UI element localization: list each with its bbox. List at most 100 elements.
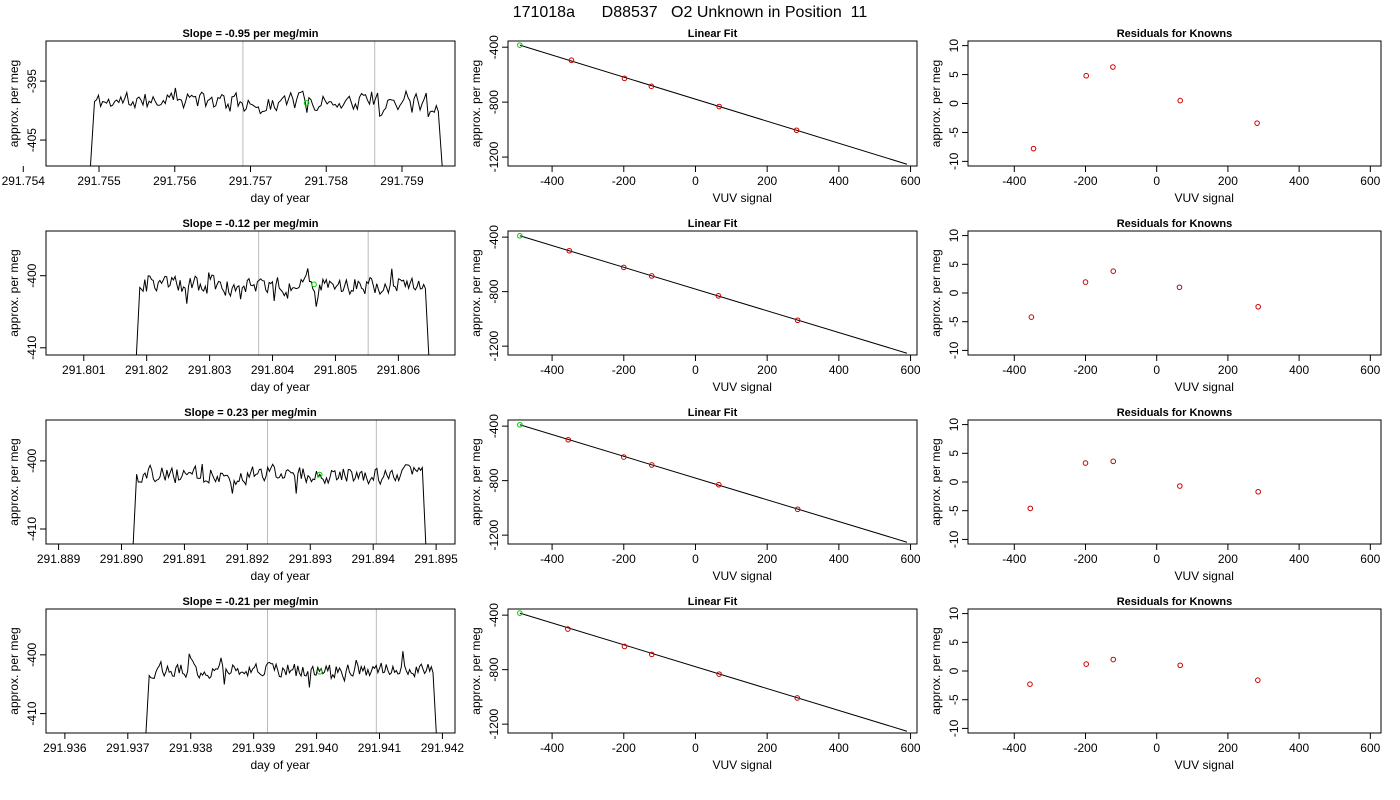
- panel-2-3: Residuals for Knowns VUV signal approx. pe…: [929, 596, 1382, 772]
- title-title-prefix: Slope =: [184, 407, 227, 419]
- y-tick-label: 0: [947, 478, 961, 485]
- x-tick-label: -400: [1002, 363, 1026, 377]
- y-tick-label: -405: [25, 128, 39, 152]
- known-point: [621, 643, 628, 650]
- title-title-suffix: per meg/min: [250, 596, 319, 608]
- x-tick-label: -200: [612, 741, 636, 755]
- x-tick-label: 200: [1218, 552, 1238, 566]
- y-axis-label: approx. per meg: [7, 438, 21, 525]
- x-tick-label: 291.806: [377, 363, 421, 377]
- y-tick-label: -5: [947, 505, 961, 516]
- y-tick-label: 0: [947, 667, 961, 674]
- known-point: [1082, 279, 1089, 285]
- known-point: [566, 247, 573, 254]
- fit-line: [519, 424, 908, 543]
- x-tick-label: 291.889: [37, 552, 81, 566]
- known-point: [1177, 97, 1183, 104]
- x-tick-label: 600: [1360, 363, 1380, 377]
- figure-title: 171018a D88537 O2 Unknown in Position 11: [513, 4, 868, 21]
- plot-frame: [507, 40, 918, 167]
- panel-title: Residuals for Knowns: [1117, 28, 1233, 40]
- panel-title: Slope = -0.95 per meg/min: [182, 28, 318, 40]
- x-axis-label: VUV signal: [1175, 380, 1234, 394]
- unknown-point: [303, 100, 310, 106]
- x-axis-label: VUV signal: [1175, 758, 1234, 772]
- x-tick-label: 291.754: [2, 174, 46, 188]
- known-point: [620, 264, 627, 271]
- unknown-point: [517, 610, 523, 616]
- y-tick-label: -10: [947, 152, 961, 170]
- known-point: [620, 454, 627, 460]
- known-point: [1177, 662, 1183, 669]
- unknown-point: [316, 669, 323, 675]
- known-point: [568, 57, 575, 64]
- known-point: [793, 127, 800, 134]
- y-tick-label: -1200: [487, 708, 501, 739]
- x-tick-label: -400: [1002, 174, 1026, 188]
- plot-area: [1028, 268, 1261, 320]
- x-tick-label: 291.936: [43, 741, 87, 755]
- x-tick-label: -400: [1002, 741, 1026, 755]
- x-axis-label: VUV signal: [713, 380, 772, 394]
- fit-line: [519, 235, 908, 354]
- x-tick-label: -200: [612, 174, 636, 188]
- title-title-suffix: per meg/min: [248, 407, 317, 419]
- known-point: [716, 103, 722, 110]
- known-point: [1255, 677, 1261, 683]
- panel-title: Linear Fit: [688, 596, 738, 608]
- known-point: [794, 506, 801, 513]
- plot-area: [145, 609, 437, 733]
- y-tick-label: -400: [487, 35, 501, 59]
- plot-frame: [507, 230, 918, 356]
- title-title-prefix: Slope =: [182, 218, 225, 230]
- x-tick-label: -400: [540, 552, 564, 566]
- known-point: [1176, 284, 1183, 291]
- plot-frame: [45, 230, 456, 356]
- x-tick-label: 291.890: [100, 552, 144, 566]
- panel-title: Slope = -0.21 per meg/min: [182, 596, 318, 608]
- y-axis-label: approx. per meg: [929, 627, 943, 714]
- title-slope: -0.21: [225, 596, 250, 608]
- y-tick-label: 5: [947, 71, 961, 78]
- unknown-point: [517, 232, 523, 239]
- panel-title: Residuals for Knowns: [1117, 407, 1233, 419]
- y-tick-label: -10: [947, 341, 961, 359]
- y-tick-label: -410: [25, 517, 39, 541]
- panel-1-3: Linear Fit VUV signal approx. per meg -400 -…: [469, 596, 921, 772]
- series-line: [135, 268, 430, 355]
- title-title-prefix: Slope =: [182, 28, 225, 40]
- panel-title: Linear Fit: [688, 28, 738, 40]
- y-axis-label: approx. per meg: [469, 249, 483, 336]
- known-point: [715, 481, 722, 488]
- plot-frame: [45, 40, 456, 167]
- plot-frame: [45, 419, 456, 545]
- panel-0-3: Slope = -0.21 per meg/min day of year appr…: [7, 596, 464, 772]
- known-point: [1027, 681, 1033, 688]
- panel-0-0: Slope = -0.95 per meg/min day of year appr…: [2, 28, 456, 205]
- known-point: [1030, 145, 1037, 152]
- plot-frame: [967, 230, 1382, 356]
- y-axis-label: approx. per meg: [7, 60, 21, 147]
- x-axis-label: day of year: [251, 191, 310, 205]
- x-tick-label: 600: [1360, 741, 1380, 755]
- panel-1-2: Linear Fit VUV signal approx. per meg -400 -…: [469, 407, 921, 583]
- x-tick-label: 400: [1289, 174, 1309, 188]
- x-tick-label: 400: [829, 741, 849, 755]
- plot-frame: [967, 40, 1382, 167]
- x-axis-label: day of year: [251, 758, 310, 772]
- x-tick-label: 200: [757, 741, 777, 755]
- plot-frame: [507, 419, 918, 545]
- y-tick-label: -400: [487, 414, 501, 438]
- y-tick-label: -1200: [487, 519, 501, 550]
- x-axis-label: VUV signal: [713, 191, 772, 205]
- y-axis-label: approx. per meg: [7, 627, 21, 714]
- plot-frame: [967, 608, 1382, 734]
- plot-area: [1027, 458, 1261, 512]
- panel-title: Residuals for Knowns: [1117, 596, 1233, 608]
- y-tick-label: 5: [947, 639, 961, 646]
- y-tick-label: 10: [947, 39, 961, 53]
- known-point: [1177, 483, 1183, 489]
- x-tick-label: 291.803: [188, 363, 232, 377]
- x-tick-label: 200: [1218, 363, 1238, 377]
